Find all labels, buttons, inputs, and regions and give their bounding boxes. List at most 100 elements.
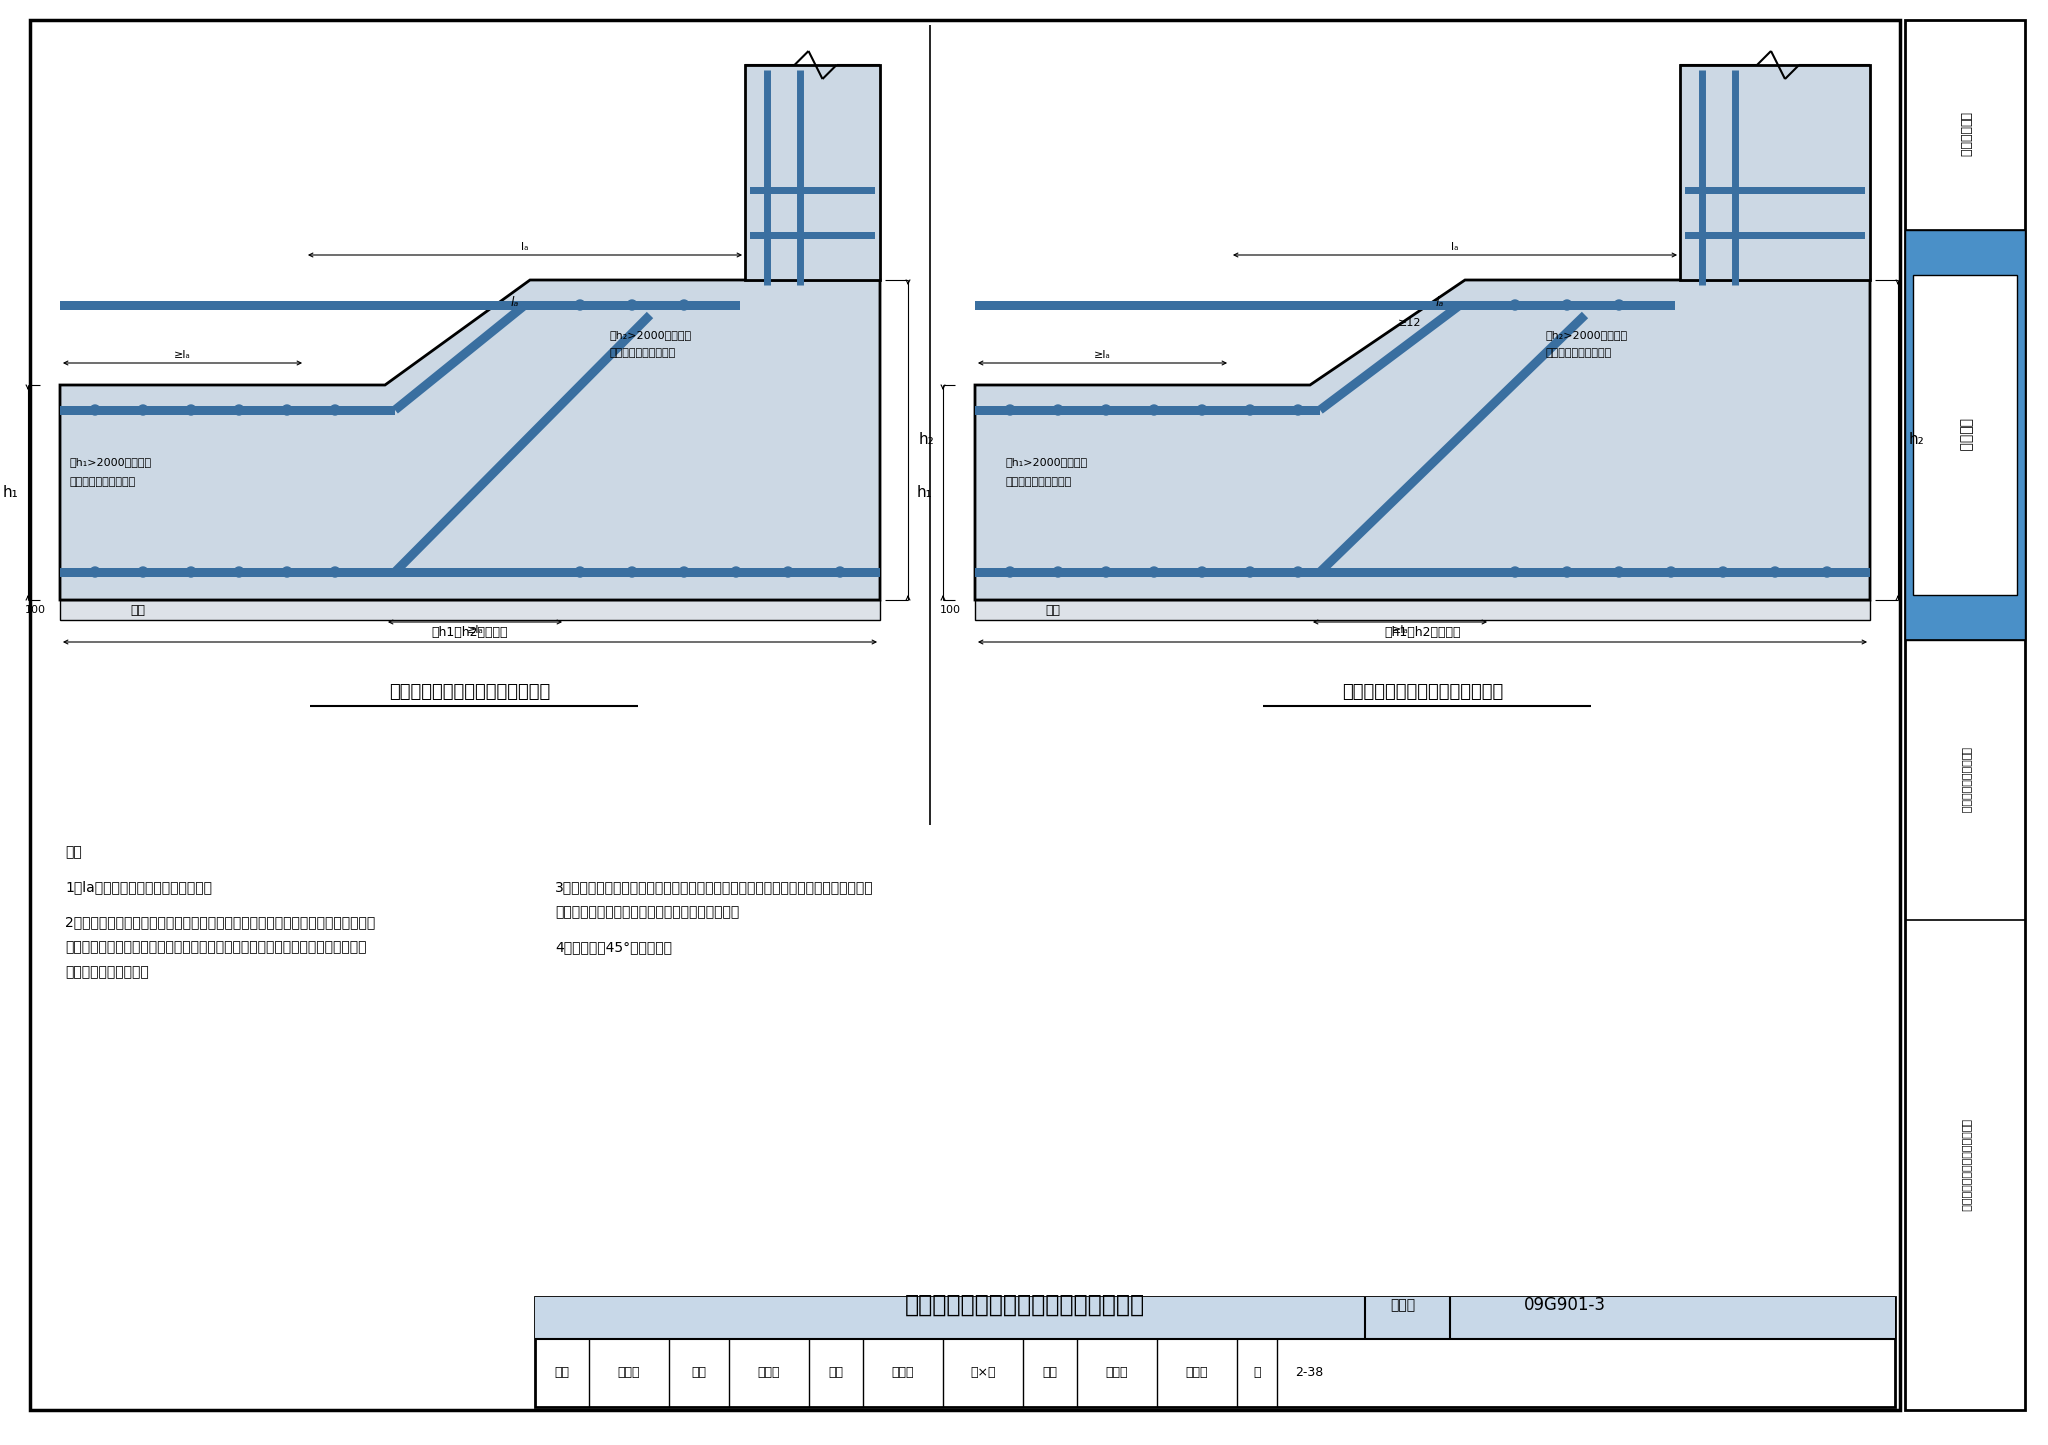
Circle shape <box>1245 405 1255 415</box>
Text: h₁: h₁ <box>2 486 18 500</box>
Text: 板顶、板底有高差时钢筋排布构造: 板顶、板底有高差时钢筋排布构造 <box>1341 683 1503 701</box>
Polygon shape <box>59 568 881 577</box>
Polygon shape <box>59 301 739 309</box>
Text: 校对: 校对 <box>829 1367 844 1380</box>
Circle shape <box>1053 566 1063 577</box>
Text: h₂: h₂ <box>918 432 934 448</box>
Circle shape <box>1718 566 1729 577</box>
Text: 09G901-3: 09G901-3 <box>1524 1296 1606 1314</box>
Text: 施工参照本图构造施工时，应提供相应变更说明。: 施工参照本图构造施工时，应提供相应变更说明。 <box>555 905 739 919</box>
Text: lₐ: lₐ <box>522 241 528 251</box>
Circle shape <box>1006 405 1016 415</box>
Polygon shape <box>391 312 653 575</box>
Circle shape <box>1102 405 1110 415</box>
Circle shape <box>1196 566 1206 577</box>
Circle shape <box>1563 566 1573 577</box>
Text: 层钢筋网片按设计设置: 层钢筋网片按设计设置 <box>70 477 137 487</box>
Circle shape <box>627 301 637 311</box>
Circle shape <box>1292 566 1303 577</box>
Circle shape <box>1196 405 1206 415</box>
Text: 明。当设计未作说明时，应按板跨长度将短跨方向的钢筋置于板厚外侧，另一方向: 明。当设计未作说明时，应按板跨长度将短跨方向的钢筋置于板厚外侧，另一方向 <box>66 941 367 954</box>
Text: 垫层: 垫层 <box>129 604 145 617</box>
Polygon shape <box>975 301 1675 309</box>
Text: 复查: 复查 <box>692 1367 707 1380</box>
Polygon shape <box>975 406 1321 415</box>
Circle shape <box>1102 566 1110 577</box>
Polygon shape <box>1913 275 2017 595</box>
Polygon shape <box>31 20 1901 1410</box>
Text: 板式筏形基础变截面部位钢筋排布构造: 板式筏形基础变截面部位钢筋排布构造 <box>905 1293 1145 1316</box>
Text: 筏形基础: 筏形基础 <box>1958 418 1972 452</box>
Circle shape <box>186 566 197 577</box>
Text: lₐ: lₐ <box>510 296 520 309</box>
Text: 层钢筋网片按设计设置: 层钢筋网片按设计设置 <box>1006 477 1071 487</box>
Text: 层钢筋网片按设计设置: 层钢筋网片按设计设置 <box>610 348 676 358</box>
Text: 4．板台可为45°或按设计。: 4．板台可为45°或按设计。 <box>555 941 672 954</box>
Circle shape <box>1053 405 1063 415</box>
Text: lₐ: lₐ <box>1452 241 1458 251</box>
Polygon shape <box>745 65 881 280</box>
Text: 2．基础平板同一层面的交叉钢筋，何向钢筋在上，何向钢筋在下，应按具体设计说: 2．基础平板同一层面的交叉钢筋，何向钢筋在上，何向钢筋在下，应按具体设计说 <box>66 915 375 929</box>
Text: 注：: 注： <box>66 845 82 858</box>
Circle shape <box>137 566 147 577</box>
Text: 层钢筋网片按设计设置: 层钢筋网片按设计设置 <box>1544 348 1612 358</box>
Text: 取h1与h2中较大者: 取h1与h2中较大者 <box>1384 626 1460 639</box>
Polygon shape <box>1679 65 1870 280</box>
Text: 孙仁元: 孙仁元 <box>1186 1367 1208 1380</box>
Circle shape <box>782 566 793 577</box>
Text: 设计: 设计 <box>1042 1367 1057 1380</box>
Text: ≥lₐ: ≥lₐ <box>174 350 190 360</box>
Text: 1．la为非抗震纵向钢筋的锚固长度。: 1．la为非抗震纵向钢筋的锚固长度。 <box>66 880 213 894</box>
Text: 2-38: 2-38 <box>1296 1367 1323 1380</box>
Polygon shape <box>1905 230 2025 640</box>
Circle shape <box>330 566 340 577</box>
Circle shape <box>836 566 846 577</box>
Circle shape <box>1006 566 1016 577</box>
Text: 黄志刚: 黄志刚 <box>618 1367 641 1380</box>
Circle shape <box>1614 566 1624 577</box>
Polygon shape <box>750 231 874 238</box>
Text: 图集号: 图集号 <box>1391 1298 1415 1312</box>
Polygon shape <box>59 280 881 600</box>
Text: 张工文: 张工文 <box>891 1367 913 1380</box>
Circle shape <box>1614 301 1624 311</box>
Text: 3．当实际工程的架板式筏形基础平板与本图不同时，其构造应由设计者设计；当要求: 3．当实际工程的架板式筏形基础平板与本图不同时，其构造应由设计者设计；当要求 <box>555 880 874 894</box>
Text: 垫层: 垫层 <box>1044 604 1061 617</box>
Text: 页: 页 <box>1253 1367 1262 1380</box>
Circle shape <box>1149 566 1159 577</box>
Circle shape <box>1823 566 1833 577</box>
Circle shape <box>575 566 586 577</box>
Circle shape <box>731 566 741 577</box>
Polygon shape <box>391 302 528 413</box>
Circle shape <box>283 566 293 577</box>
Polygon shape <box>59 406 395 415</box>
Circle shape <box>90 566 100 577</box>
Polygon shape <box>1317 312 1587 575</box>
Polygon shape <box>750 186 874 194</box>
Polygon shape <box>535 1298 1894 1407</box>
Circle shape <box>90 405 100 415</box>
Circle shape <box>233 566 244 577</box>
Text: h₂: h₂ <box>1909 432 1923 448</box>
Text: ≥lₐ: ≥lₐ <box>1391 626 1409 634</box>
Circle shape <box>627 566 637 577</box>
Circle shape <box>137 405 147 415</box>
Polygon shape <box>535 1298 1894 1340</box>
Circle shape <box>330 405 340 415</box>
Text: ≥lₐ: ≥lₐ <box>1094 350 1110 360</box>
Circle shape <box>1665 566 1675 577</box>
Circle shape <box>186 405 197 415</box>
Text: 审核: 审核 <box>555 1367 569 1380</box>
Polygon shape <box>1317 302 1462 413</box>
Text: 板顶、板底有高差时钢筋排布构造: 板顶、板底有高差时钢筋排布构造 <box>389 683 551 701</box>
Text: 当h₂>2000时，中间: 当h₂>2000时，中间 <box>610 329 692 340</box>
Text: 当h₂>2000时，中间: 当h₂>2000时，中间 <box>1544 329 1626 340</box>
Text: h₁: h₁ <box>918 486 934 500</box>
Circle shape <box>1563 301 1573 311</box>
Polygon shape <box>1905 20 2025 1410</box>
Polygon shape <box>975 568 1870 577</box>
Text: 取h1与h2中较大者: 取h1与h2中较大者 <box>432 626 508 639</box>
Polygon shape <box>1686 231 1866 238</box>
Circle shape <box>1245 566 1255 577</box>
Circle shape <box>575 301 586 311</box>
